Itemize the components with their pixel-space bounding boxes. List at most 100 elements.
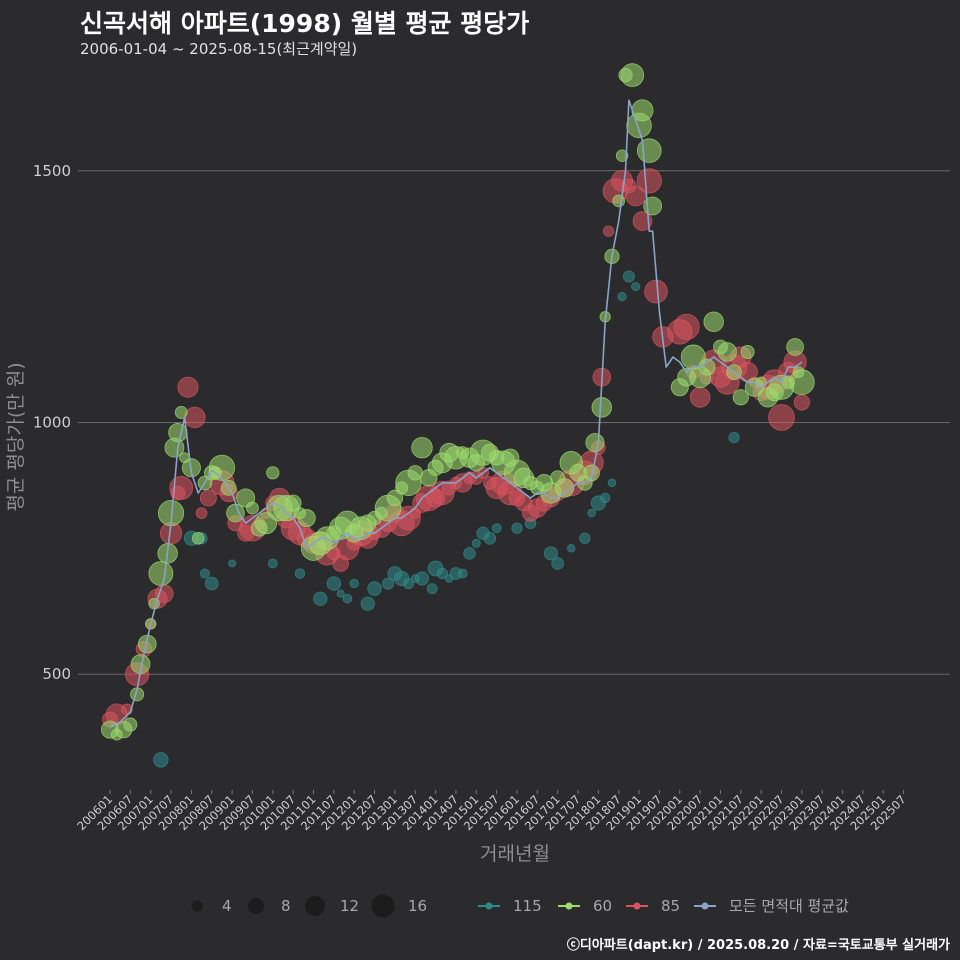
point-60 (786, 338, 804, 356)
point-115 (294, 568, 306, 579)
y-tick-label: 1000 (33, 413, 71, 431)
point-60 (591, 397, 612, 418)
point-115 (622, 270, 635, 283)
point-115 (587, 508, 596, 518)
point-85 (644, 279, 668, 304)
grid-lines (78, 170, 950, 675)
point-60 (246, 501, 259, 515)
legend-series-label: 115 (513, 897, 542, 915)
point-115 (543, 546, 558, 561)
point-115 (436, 567, 449, 580)
point-60 (789, 369, 815, 396)
legend-swatch-dot (565, 902, 573, 910)
average-line-group (109, 99, 803, 728)
legend-size-12 (304, 895, 326, 917)
point-60 (717, 342, 737, 362)
point-85 (177, 376, 199, 398)
point-85 (625, 185, 646, 207)
legend-size-8 (247, 897, 265, 915)
point-60 (411, 436, 433, 459)
point-115 (267, 558, 278, 569)
point-60 (148, 561, 174, 586)
point-60 (208, 454, 236, 481)
legend-swatch-dot (701, 902, 709, 910)
point-115 (336, 589, 345, 598)
point-60 (732, 389, 749, 406)
point-115 (631, 282, 641, 292)
legend-series-label: 60 (593, 897, 612, 915)
point-85 (768, 404, 795, 431)
point-60 (740, 344, 755, 359)
point-115 (483, 531, 497, 545)
legend-size-label: 16 (408, 897, 427, 915)
legend-size-4 (190, 899, 204, 913)
point-85 (184, 406, 206, 429)
point-115 (199, 568, 210, 579)
point-115 (607, 478, 617, 488)
chart-title: 신곡서해 아파트(1998) 월별 평균 평당가 (80, 9, 530, 38)
point-60 (226, 503, 245, 523)
footer-credit: ⓒ디아파트(dapt.kr) / 2025.08.20 / 자료=국토교통부 실… (566, 938, 950, 953)
legend-size-16 (370, 893, 396, 919)
point-60 (138, 634, 157, 654)
point-115 (457, 568, 468, 579)
point-115 (471, 538, 481, 548)
legend-swatch-dot (633, 902, 641, 910)
x-axis-ticks: 2006012006072007012007072008012008072009… (74, 790, 909, 833)
legend-series-label: 모든 면적대 평균값 (729, 897, 849, 915)
point-115 (426, 583, 438, 595)
y-axis-title: 평균 평당가(만 원) (5, 362, 27, 511)
point-115 (367, 581, 382, 596)
legend: 4 8 12 16 115 60 85 모든 면적대 평균값 (190, 893, 849, 919)
point-60 (755, 376, 767, 388)
point-115 (342, 593, 353, 604)
point-85 (199, 489, 217, 507)
point-115 (382, 577, 395, 590)
point-85 (632, 211, 653, 231)
point-115 (360, 596, 375, 611)
point-85 (673, 313, 700, 340)
point-85 (636, 168, 662, 194)
point-115 (599, 492, 611, 504)
point-115 (551, 557, 564, 570)
point-60 (297, 509, 316, 528)
point-115 (349, 578, 359, 589)
chart-marks (101, 63, 815, 768)
point-60 (554, 478, 575, 498)
point-85 (689, 387, 711, 408)
point-60 (174, 406, 188, 419)
point-60 (583, 464, 600, 482)
point-115 (491, 523, 502, 534)
x-axis-title: 거래년월 (480, 843, 550, 865)
point-60 (615, 149, 629, 162)
point-115 (313, 591, 328, 606)
point-60 (168, 422, 188, 443)
legend-swatch-dot (485, 902, 493, 910)
point-60 (620, 63, 645, 87)
legend-series-label: 85 (661, 897, 680, 915)
point-60 (123, 717, 138, 732)
point-115 (728, 431, 740, 444)
point-85 (195, 507, 208, 519)
point-115 (567, 544, 576, 553)
chart-subtitle: 2006-01-04 ~ 2025-08-15(최근계약일) (80, 40, 358, 58)
point-115 (228, 559, 237, 568)
point-115 (415, 571, 430, 586)
point-115 (463, 547, 476, 560)
point-85 (602, 225, 615, 237)
point-60 (612, 194, 626, 208)
point-115 (204, 576, 219, 591)
point-115 (153, 752, 169, 768)
legend-size-label: 4 (222, 897, 232, 915)
point-60 (386, 489, 404, 507)
point-60 (284, 494, 302, 512)
point-60 (266, 466, 280, 480)
point-60 (585, 433, 605, 453)
point-115 (326, 576, 342, 591)
point-60 (191, 531, 205, 545)
point-60 (703, 311, 724, 332)
point-115 (579, 532, 591, 544)
point-60 (636, 138, 662, 163)
y-axis-ticks: 500 1000 1500 (33, 162, 71, 683)
